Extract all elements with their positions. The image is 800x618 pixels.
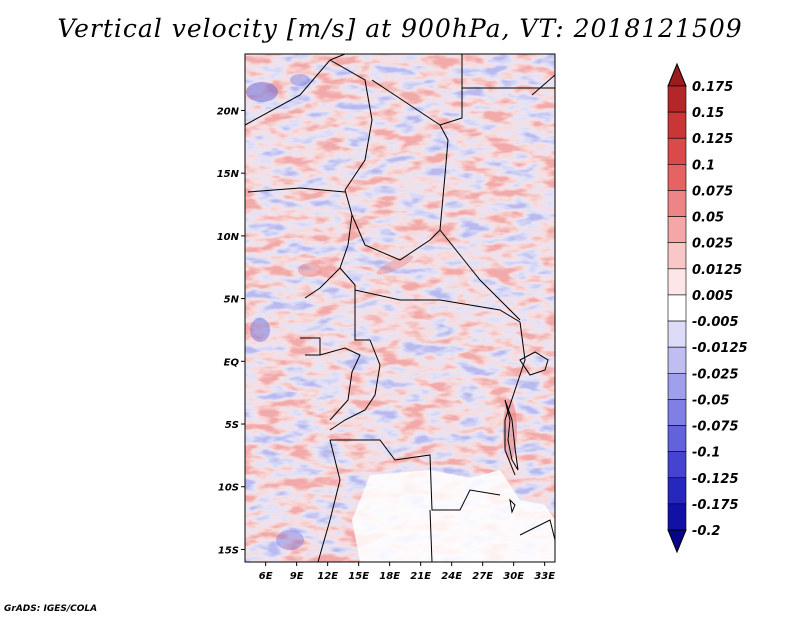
colorbar-label: 0.075	[692, 184, 733, 199]
colorbar-swatch	[667, 85, 687, 113]
colorbar-swatch	[667, 346, 687, 374]
lat-tick-label: 5S	[225, 420, 239, 431]
lon-tick-label: 9E	[290, 571, 304, 582]
colorbar-swatch	[667, 164, 687, 191]
calm-region	[352, 470, 555, 562]
lat-tick-label: 15S	[218, 545, 239, 556]
colorbar-label: 0.1	[692, 158, 715, 173]
colorbar-swatch	[667, 425, 687, 452]
lon-tick-label: 21E	[410, 571, 431, 582]
lat-tick-label: 20N	[217, 106, 240, 117]
colorbar-swatch	[667, 399, 687, 426]
lat-tick-label: EQ	[224, 357, 240, 368]
lon-tick-label: 12E	[317, 571, 338, 582]
lon-tick-label: 18E	[379, 571, 400, 582]
colorbar-swatch	[667, 477, 687, 505]
colorbar-swatch	[667, 268, 687, 296]
map-title: Vertical velocity [m/s] at 900hPa, VT: 2…	[57, 14, 743, 43]
colorbar-label: 0.005	[692, 289, 733, 304]
colorbar-swatch	[667, 137, 687, 165]
lon-tick-label: 33E	[534, 571, 555, 582]
colorbar-swatch	[667, 294, 687, 322]
colorbar-label: 0.025	[692, 237, 733, 252]
colorbar-swatch	[667, 111, 687, 139]
colorbar-label: -0.2	[692, 524, 720, 539]
lat-tick-label: 5N	[224, 295, 240, 306]
colorbar-label: -0.025	[692, 367, 739, 382]
colorbar-swatch	[667, 242, 687, 270]
grads-credit: GrADS: IGES/COLA	[4, 604, 98, 614]
latitude-axis: 20N 15N 10N 5N EQ 5S 10S 15S	[217, 106, 245, 556]
colorbar-label: 0.0125	[692, 263, 742, 278]
colorbar-label: -0.075	[692, 420, 739, 435]
colorbar-swatch	[667, 216, 687, 244]
lon-tick-label: 30E	[503, 571, 524, 582]
lat-tick-label: 10N	[217, 232, 240, 243]
longitude-axis: 6E 9E 12E 15E 18E 21E 24E 27E 30E 33E	[259, 562, 555, 582]
lon-tick-label: 6E	[259, 571, 273, 582]
colorbar-label: -0.1	[692, 446, 720, 461]
colorbar-label: 0.175	[692, 80, 733, 95]
lat-tick-label: 15N	[217, 169, 240, 180]
colorbar-max-arrow	[667, 62, 687, 87]
colorbar-swatch	[667, 190, 687, 217]
lon-tick-label: 24E	[441, 571, 462, 582]
colorbar-label: 0.125	[692, 132, 733, 147]
colorbar-label: 0.05	[692, 211, 724, 226]
colorbar-label: 0.15	[692, 106, 724, 121]
colorbar-label: -0.125	[692, 472, 739, 487]
country-borders	[245, 54, 555, 562]
colorbar-label: -0.05	[692, 393, 729, 408]
colorbar-swatch	[667, 372, 687, 400]
lakes	[504, 351, 549, 514]
colorbar-label: -0.0125	[692, 341, 748, 356]
lat-tick-label: 10S	[218, 483, 239, 494]
velocity-field	[245, 54, 555, 562]
colorbar-swatch	[667, 503, 687, 531]
plot-frame	[244, 53, 556, 563]
lon-tick-label: 15E	[348, 571, 369, 582]
colorbar-min-arrow	[667, 529, 687, 554]
colorbar-swatch	[667, 451, 687, 479]
colorbar-swatch	[667, 320, 687, 348]
lon-tick-label: 27E	[472, 571, 493, 582]
colorbar-label: -0.005	[692, 315, 739, 330]
colorbar: 0.175 0.15 0.125 0.1 0.075 0.05 0.025 0.0125 0.0…	[667, 62, 748, 554]
colorbar-label: -0.175	[692, 498, 739, 513]
